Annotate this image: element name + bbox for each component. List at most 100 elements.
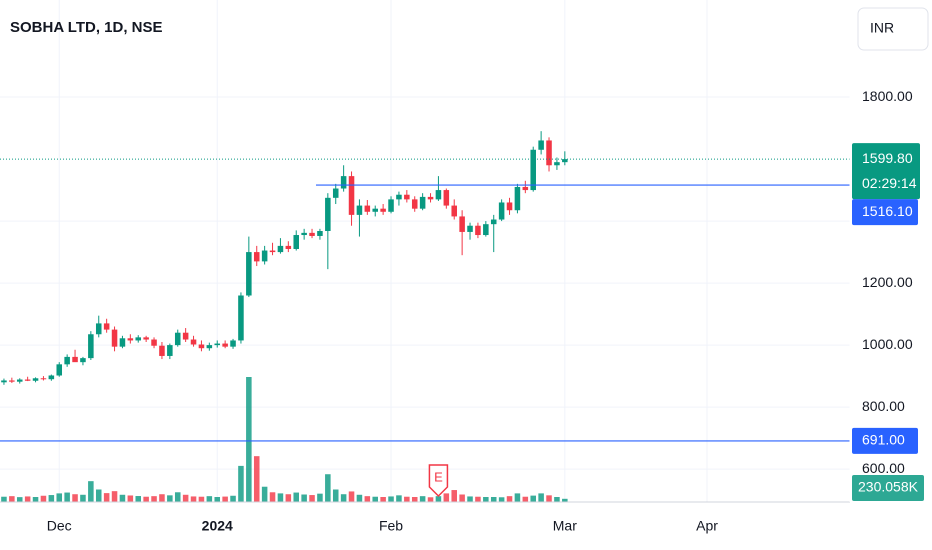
volume-bar — [80, 494, 86, 502]
y-tick-label: 1800.00 — [862, 88, 913, 104]
y-tick-label: 600.00 — [862, 460, 905, 476]
candle-body — [72, 356, 78, 363]
volume-bar — [159, 494, 165, 502]
volume-bar — [95, 489, 102, 502]
currency-label[interactable]: INR — [870, 20, 894, 36]
candle-body — [135, 337, 142, 341]
volume-bar — [222, 496, 228, 502]
currency-button[interactable] — [857, 7, 929, 51]
candle-body — [490, 219, 497, 225]
volume-bar — [483, 497, 489, 502]
candle-body — [356, 205, 363, 215]
volume-bar — [459, 494, 465, 502]
price-line-box — [852, 427, 918, 454]
candle-body — [514, 186, 521, 211]
volume-bar — [103, 493, 110, 502]
volume-bar — [293, 492, 300, 502]
candle-body — [182, 332, 189, 340]
volume-bar — [530, 495, 536, 502]
volume-bar — [348, 491, 355, 502]
candle-body — [167, 345, 173, 356]
volume-bar — [151, 496, 157, 502]
volume-bar — [72, 494, 78, 502]
candle-body — [554, 162, 560, 166]
volume-bar — [364, 496, 371, 502]
candle-body — [404, 194, 410, 200]
volume-bar — [538, 493, 544, 502]
volume-bar — [475, 496, 481, 502]
candle-body — [277, 245, 284, 253]
volume-bar — [498, 497, 505, 502]
candle-body — [332, 188, 339, 198]
event-label: E — [434, 469, 443, 484]
candle-body — [48, 375, 55, 380]
candle-body — [285, 245, 292, 249]
x-tick-label: Mar — [553, 518, 577, 534]
candle-body — [222, 343, 228, 347]
candle-body — [498, 202, 505, 220]
volume-bar — [301, 494, 307, 502]
volume-bar — [214, 497, 221, 502]
y-tick-label: 1200.00 — [862, 274, 913, 290]
candle-body — [317, 231, 323, 236]
candle-body — [174, 332, 181, 346]
candle-body — [380, 208, 386, 212]
candle-body — [56, 364, 63, 376]
volume-bar — [506, 496, 513, 502]
volume-bar — [16, 497, 23, 502]
volume-pane — [1, 377, 568, 502]
candle-body — [443, 190, 450, 206]
event-marker — [428, 464, 449, 498]
volume-bar — [88, 481, 94, 502]
candle-body — [459, 216, 465, 232]
time-axis: Dec 2024 Feb Mar Apr — [47, 518, 718, 534]
candle-body — [95, 323, 102, 335]
volume-bar — [24, 496, 31, 502]
candle-body — [562, 159, 568, 163]
candle-body — [546, 140, 552, 166]
candle-body — [293, 235, 300, 249]
candle-body — [483, 224, 489, 236]
volume-bar — [325, 474, 331, 502]
candle-body — [396, 194, 402, 200]
volume-bar — [411, 497, 418, 502]
candle-body — [80, 358, 86, 363]
price-line-label: 691.00 — [862, 432, 905, 448]
candle-body — [530, 149, 536, 191]
volume-bar — [435, 496, 442, 502]
candle-body — [309, 232, 315, 236]
candle-body — [111, 329, 118, 347]
price-pane: E — [0, 131, 850, 498]
candle-body — [214, 343, 221, 346]
volume-bar — [1, 496, 7, 502]
candle-body — [261, 250, 268, 262]
volume-bar — [404, 496, 410, 502]
volume-bar — [238, 465, 244, 502]
candle-body — [190, 339, 197, 345]
price-line-label: 1516.10 — [862, 203, 913, 219]
volume-bar — [277, 493, 284, 502]
volume-bar — [206, 496, 213, 502]
candle-body — [88, 334, 94, 359]
candle-body — [159, 345, 165, 356]
volume-bar — [562, 498, 568, 502]
candle-body — [435, 190, 442, 200]
candle-body — [103, 323, 110, 330]
volume-bar — [396, 495, 402, 502]
candle-body — [522, 186, 529, 191]
candle-body — [419, 196, 426, 209]
candle-body — [269, 250, 276, 253]
candle-body — [119, 338, 126, 347]
volume-bar — [64, 492, 70, 502]
volume-bar — [317, 493, 323, 502]
volume-bar — [332, 489, 339, 502]
candle-body — [9, 380, 15, 382]
volume-bar — [490, 497, 497, 502]
candle-body — [151, 339, 157, 346]
volume-label: 230.058K — [858, 479, 919, 495]
volume-bar — [135, 496, 142, 502]
volume-bar — [554, 497, 560, 502]
x-tick-label: Feb — [379, 518, 403, 534]
volume-label-box — [852, 475, 924, 501]
